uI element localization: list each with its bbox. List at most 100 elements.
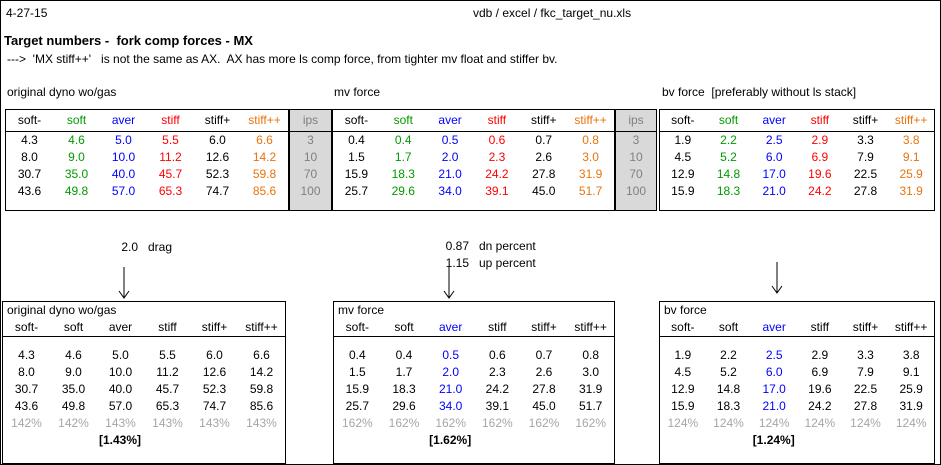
- column-header: stiff++: [574, 320, 607, 334]
- value-cell: 57.0: [108, 399, 133, 413]
- value-cell: 21.0: [762, 399, 786, 413]
- factor-row: [1.43%]: [3, 432, 285, 449]
- table-row: 142% 142% 143% 143% 143% 143%: [3, 415, 285, 432]
- value-cell: 18.3: [391, 167, 415, 181]
- value-cell: 4.6: [68, 133, 85, 147]
- column-header: stiff+: [852, 113, 879, 127]
- column-header: stiff++: [248, 113, 281, 127]
- value-cell: 4.3: [21, 133, 38, 147]
- value-cell: 0.4: [395, 348, 413, 362]
- top-table-bv-force: soft-soft aver stiff stiff+ stiff++ 1.9 2.2 2.5…: [659, 109, 935, 211]
- value-cell: 0.4: [348, 133, 365, 147]
- value-cell: 9.0: [68, 150, 85, 164]
- table-row: 1.9 2.2 2.5 2.9 3.3 3.8: [660, 347, 934, 364]
- value-cell: 3.8: [902, 133, 920, 147]
- value-cell: 12.6: [202, 365, 227, 379]
- value-cell: 0.6: [488, 348, 506, 362]
- bottom-table-label: bv force: [664, 303, 707, 317]
- value-cell: 29.6: [391, 184, 415, 198]
- bottom-table-bv-force: bv force soft-soft aver stiff stiff+ stiff++ 1…: [659, 301, 935, 464]
- value-cell: 49.8: [61, 399, 86, 413]
- value-cell: 10.0: [108, 365, 133, 379]
- value-cell: 24.2: [485, 167, 509, 181]
- column-header: aver: [111, 113, 136, 127]
- ips-header: ips: [616, 110, 656, 132]
- table-row: 1.5 1.7 2.0 2.3 2.6 3.0: [333, 149, 614, 166]
- value-cell: 18.3: [716, 184, 741, 198]
- table-row: 15.9 18.3 21.0 24.2 27.8 31.9: [660, 398, 934, 415]
- value-cell: 3.0: [582, 365, 599, 379]
- column-header: aver: [438, 320, 463, 334]
- percent-cell: 142%: [11, 416, 42, 430]
- ips-value: 3: [307, 133, 314, 147]
- value-cell: 27.8: [853, 184, 878, 198]
- top-table-label-original-dyno: original dyno wo/gas: [7, 85, 117, 99]
- value-cell: 5.5: [159, 348, 176, 362]
- value-cell: 14.8: [716, 167, 741, 181]
- value-cell: 1.7: [394, 150, 412, 164]
- value-cell: 15.9: [671, 184, 695, 198]
- table-row: 4.3 4.6 5.0 5.5 6.0 6.6: [3, 347, 285, 364]
- column-header: soft: [718, 113, 739, 127]
- table-row: 25.7 29.6 34.0 39.1 45.0 51.7: [333, 183, 614, 200]
- value-cell: 30.7: [14, 382, 39, 396]
- down-arrow-icon: [118, 267, 130, 299]
- value-cell: 5.2: [720, 365, 737, 379]
- value-cell: 6.9: [811, 150, 829, 164]
- value-cell: 12.6: [205, 150, 230, 164]
- column-header: stiff+: [204, 113, 231, 127]
- bottom-table-label: mv force: [338, 303, 385, 317]
- value-cell: 2.2: [720, 133, 737, 147]
- value-cell: 35.0: [61, 382, 86, 396]
- column-header: aver: [438, 113, 462, 127]
- value-cell: 25.7: [344, 184, 369, 198]
- column-header: stiff+: [531, 320, 557, 334]
- factor-row: [1.24%]: [660, 432, 934, 449]
- value-cell: 25.7: [345, 399, 369, 413]
- column-header: soft: [718, 320, 739, 334]
- value-cell: 59.8: [249, 382, 274, 396]
- column-header: stiff+: [531, 113, 557, 127]
- value-cell: 29.6: [392, 399, 416, 413]
- value-cell: 15.9: [345, 382, 369, 396]
- value-cell: 3.0: [582, 150, 599, 164]
- table-row: soft-soft aver stiff stiff+ stiff++: [3, 318, 285, 337]
- percent-cell: 124%: [667, 416, 699, 430]
- value-cell: 6.6: [256, 133, 273, 147]
- column-header: stiff++: [574, 113, 607, 127]
- value-cell: 27.8: [532, 167, 556, 181]
- value-cell: 1.7: [395, 365, 413, 379]
- ips-value: 10: [303, 150, 318, 164]
- value-cell: 14.2: [252, 150, 277, 164]
- percent-cell: 124%: [895, 416, 927, 430]
- percent-cell: 124%: [804, 416, 836, 430]
- value-cell: 65.3: [155, 399, 180, 413]
- value-cell: 2.3: [488, 150, 506, 164]
- value-cell: 85.6: [249, 399, 274, 413]
- value-cell: 45.7: [158, 167, 183, 181]
- value-cell: 51.7: [578, 399, 603, 413]
- value-cell: 30.7: [17, 167, 42, 181]
- bottom-table-label: original dyno wo/gas: [7, 303, 117, 317]
- value-cell: 0.4: [348, 348, 366, 362]
- column-header: soft-: [17, 113, 42, 127]
- column-header: stiff: [488, 320, 507, 334]
- value-cell: 14.8: [716, 382, 741, 396]
- value-cell: 74.7: [205, 184, 230, 198]
- value-cell: 1.9: [674, 133, 692, 147]
- ips-header: ips: [290, 110, 331, 132]
- value-cell: 21.0: [438, 167, 462, 181]
- ips-value: 70: [303, 167, 318, 181]
- value-cell: 24.2: [808, 184, 832, 198]
- table-row: 124% 124% 124% 124% 124% 124%: [660, 415, 934, 432]
- table-row: 15.9 18.3 21.0 24.2 27.8 31.9: [333, 166, 614, 183]
- value-cell: 22.5: [853, 382, 878, 396]
- value-cell: 2.6: [535, 150, 553, 164]
- column-header: soft-: [14, 320, 39, 334]
- factor-row: [1.62%]: [334, 432, 614, 449]
- percent-cell: 143%: [105, 416, 136, 430]
- bottom-table-mv-force: mv force soft-soft aver stiff stiff+ stiff++ 0…: [333, 301, 615, 464]
- value-cell: 25.9: [899, 167, 923, 181]
- value-cell: 0.7: [535, 348, 553, 362]
